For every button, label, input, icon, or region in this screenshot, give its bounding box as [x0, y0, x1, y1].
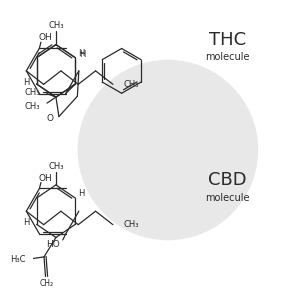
Text: CH₃: CH₃: [123, 220, 139, 229]
Text: H: H: [78, 189, 85, 198]
Text: THC: THC: [209, 31, 246, 49]
Text: CH₃: CH₃: [48, 162, 64, 171]
Text: H: H: [23, 218, 29, 227]
Text: molecule: molecule: [206, 52, 250, 62]
Text: CH₃: CH₃: [24, 88, 40, 97]
Text: molecule: molecule: [206, 193, 250, 203]
Text: OH: OH: [38, 33, 52, 42]
Text: HO: HO: [46, 240, 60, 249]
Text: CH₃: CH₃: [24, 102, 40, 111]
Text: CH₂: CH₂: [40, 279, 54, 288]
Text: H: H: [23, 78, 29, 87]
Text: CBD: CBD: [208, 171, 247, 189]
Text: OH: OH: [38, 173, 52, 182]
Text: H₃C: H₃C: [11, 255, 26, 264]
Circle shape: [78, 60, 257, 240]
Text: CH₃: CH₃: [48, 21, 64, 30]
Text: CH₃: CH₃: [123, 80, 139, 89]
Text: O: O: [46, 113, 53, 122]
Text: H: H: [78, 49, 85, 58]
Text: H: H: [80, 50, 86, 59]
